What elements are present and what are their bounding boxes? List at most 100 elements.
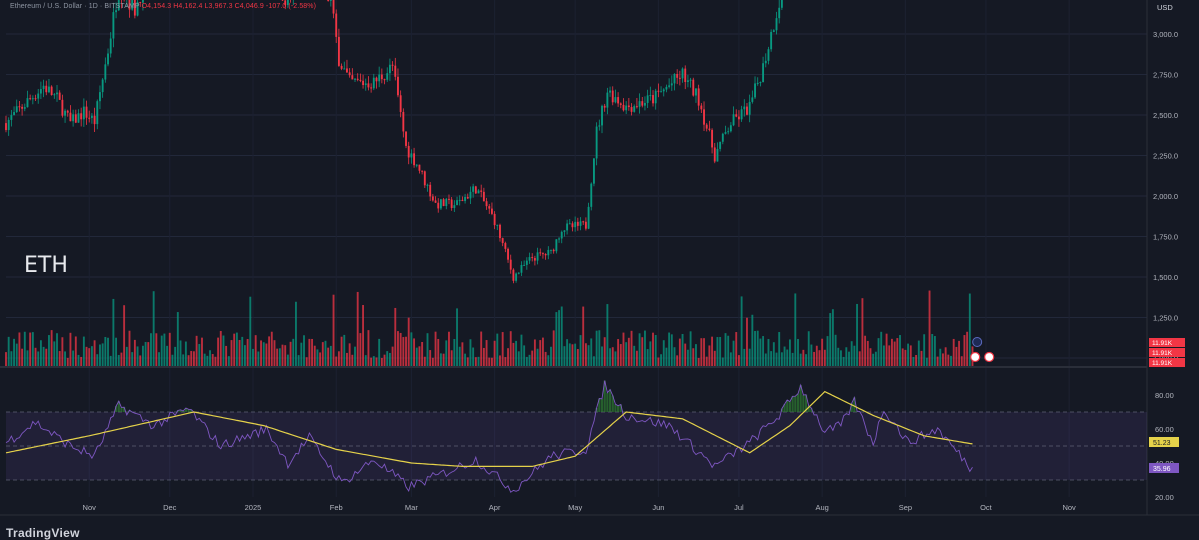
rsi-pane[interactable]: [6, 381, 1147, 493]
candle-body: [335, 14, 337, 37]
candle-body: [376, 78, 378, 82]
candle-body: [80, 113, 82, 119]
volume-bar: [99, 345, 101, 366]
candle-body: [416, 165, 418, 166]
candle-body: [94, 116, 96, 124]
volume-bar: [153, 291, 155, 366]
volume-bar: [695, 344, 697, 366]
volume-bar: [121, 353, 123, 366]
rsi-tick-label: 60.00: [1155, 425, 1174, 434]
price-tick-label: 1,500.0: [1153, 273, 1178, 282]
candle-body: [574, 222, 576, 227]
volume-bar: [209, 350, 211, 366]
volume-bar: [284, 345, 286, 366]
volume-bar: [569, 343, 571, 366]
candle-body: [507, 249, 509, 260]
volume-bar: [86, 347, 88, 366]
time-tick-label: Dec: [163, 503, 177, 512]
volume-bar: [432, 358, 434, 366]
volume-bar: [32, 332, 34, 366]
volume-bar: [188, 355, 190, 366]
volume-bar: [282, 345, 284, 366]
candle-body: [727, 131, 729, 132]
change-value: -107.0 (-2.58%): [266, 3, 316, 10]
volume-bar: [676, 355, 678, 366]
tradingview-logo[interactable]: TradingView: [6, 526, 80, 540]
candle-body: [408, 146, 410, 158]
volume-bar: [429, 350, 431, 366]
volume-bar: [112, 299, 114, 366]
candle-body: [631, 107, 633, 112]
candle-body: [722, 134, 724, 142]
volume-bar: [180, 340, 182, 366]
candle-body: [370, 87, 372, 88]
volume-bar: [402, 337, 404, 366]
candle-body: [75, 114, 77, 122]
volume-bar: [177, 312, 179, 366]
rsi-tick-label: 80.00: [1155, 391, 1174, 400]
price-axis[interactable]: USD4,750.04,500.04,250.04,000.03,750.03,…: [1153, 0, 1178, 502]
time-tick-label: Feb: [330, 503, 343, 512]
volume-bar: [577, 349, 579, 366]
candle-body: [521, 265, 523, 273]
volume-bar: [682, 334, 684, 366]
volume-bar: [555, 312, 557, 366]
candle-body: [711, 130, 713, 148]
candle-body: [690, 80, 692, 81]
symbol-legend[interactable]: Ethereum / U.S. Dollar · 1D · BITSTAMP O…: [10, 3, 316, 10]
candle-body: [56, 93, 58, 95]
price-candles[interactable]: [5, 0, 1147, 283]
candle-body: [754, 83, 756, 97]
volume-bar: [547, 355, 549, 366]
price-tick-label: 2,250.0: [1153, 152, 1178, 161]
volume-bar: [88, 348, 90, 366]
volume-bar: [802, 350, 804, 366]
volume-bar: [10, 351, 12, 366]
candle-body: [735, 114, 737, 116]
volume-bar: [72, 351, 74, 366]
candle-body: [24, 107, 26, 109]
volume-bar: [859, 351, 861, 366]
candle-body: [51, 87, 53, 95]
volume-bar: [910, 345, 912, 366]
volume-bar: [491, 358, 493, 366]
volume-bar: [937, 357, 939, 366]
candle-body: [451, 199, 453, 208]
volume-bar: [886, 334, 888, 366]
time-tick-label: Aug: [815, 503, 828, 512]
volume-bar: [931, 334, 933, 366]
volume-bar: [872, 354, 874, 366]
volume-bar: [845, 347, 847, 366]
candle-body: [698, 88, 700, 105]
candle-body: [488, 206, 490, 208]
candle-body: [515, 274, 517, 281]
candle-body: [762, 63, 764, 82]
candle-body: [445, 199, 447, 206]
volume-bar: [921, 351, 923, 366]
volume-bar: [518, 351, 520, 366]
volume-bar: [419, 346, 421, 366]
price-tick-label: 2,750.0: [1153, 71, 1178, 80]
volume-bar: [451, 350, 453, 366]
candle-body: [617, 97, 619, 103]
volume-bar: [80, 357, 82, 366]
candle-body: [13, 112, 15, 115]
candle-body: [440, 199, 442, 208]
volume-bar: [292, 339, 294, 366]
volume-bar: [271, 332, 273, 366]
volume-bar: [110, 356, 112, 366]
earnings-flash-icon[interactable]: [973, 338, 982, 347]
candle-body: [668, 85, 670, 87]
volume-bar: [335, 357, 337, 366]
candle-body: [510, 260, 512, 270]
volume-bar: [56, 333, 58, 366]
candle-body: [523, 265, 525, 266]
us-flag-event-icon[interactable]: [985, 353, 994, 362]
us-flag-event-icon[interactable]: [971, 353, 980, 362]
volume-bar: [333, 295, 335, 366]
volume-bar: [306, 357, 308, 366]
volume-bar: [725, 333, 727, 366]
candle-body: [644, 103, 646, 106]
